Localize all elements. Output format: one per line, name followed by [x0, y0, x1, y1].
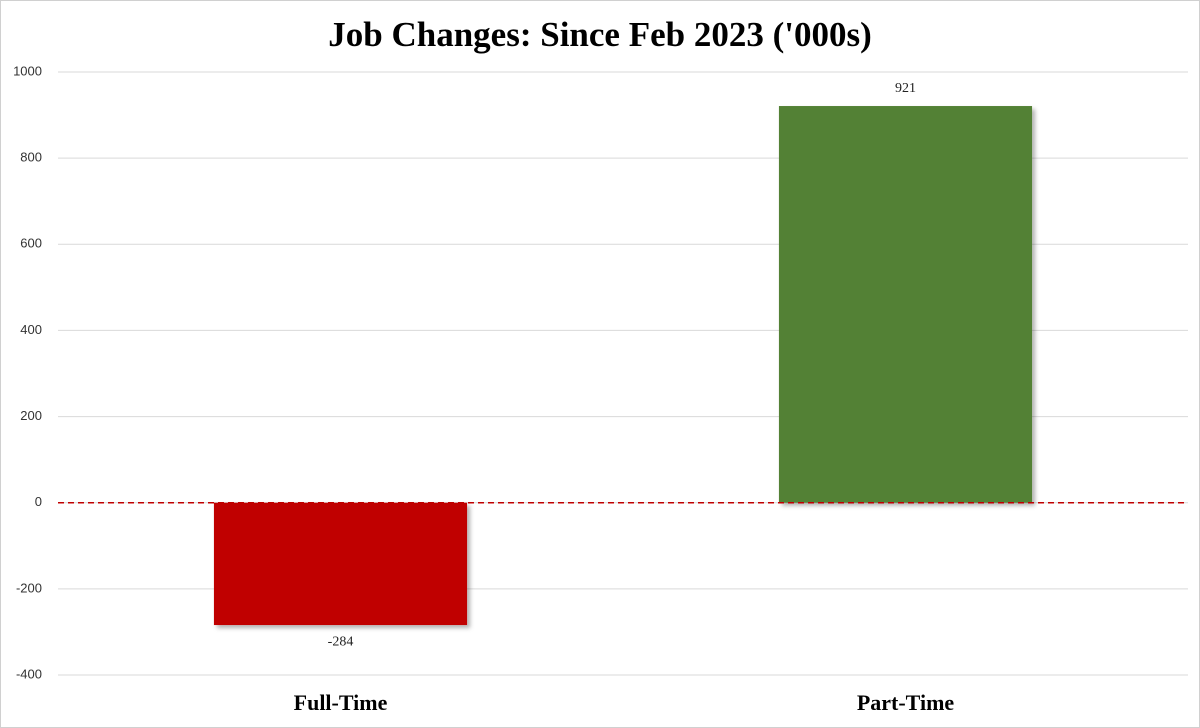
x-tick-label: Part-Time: [857, 690, 955, 715]
y-tick-label: 600: [20, 236, 42, 251]
y-tick-label: 0: [35, 494, 42, 509]
x-tick-label: Full-Time: [294, 690, 388, 715]
bar: [213, 502, 468, 626]
bar: [778, 106, 1033, 503]
y-tick-label: 200: [20, 408, 42, 423]
y-tick-label: 800: [20, 150, 42, 165]
y-tick-label: 400: [20, 322, 42, 337]
y-tick-label: -400: [16, 666, 42, 681]
chart-title: Job Changes: Since Feb 2023 ('000s): [328, 15, 872, 54]
y-tick-label: -200: [16, 580, 42, 595]
value-label: 921: [895, 81, 916, 96]
y-tick-label: 1000: [13, 63, 42, 78]
value-label: -284: [328, 634, 354, 649]
